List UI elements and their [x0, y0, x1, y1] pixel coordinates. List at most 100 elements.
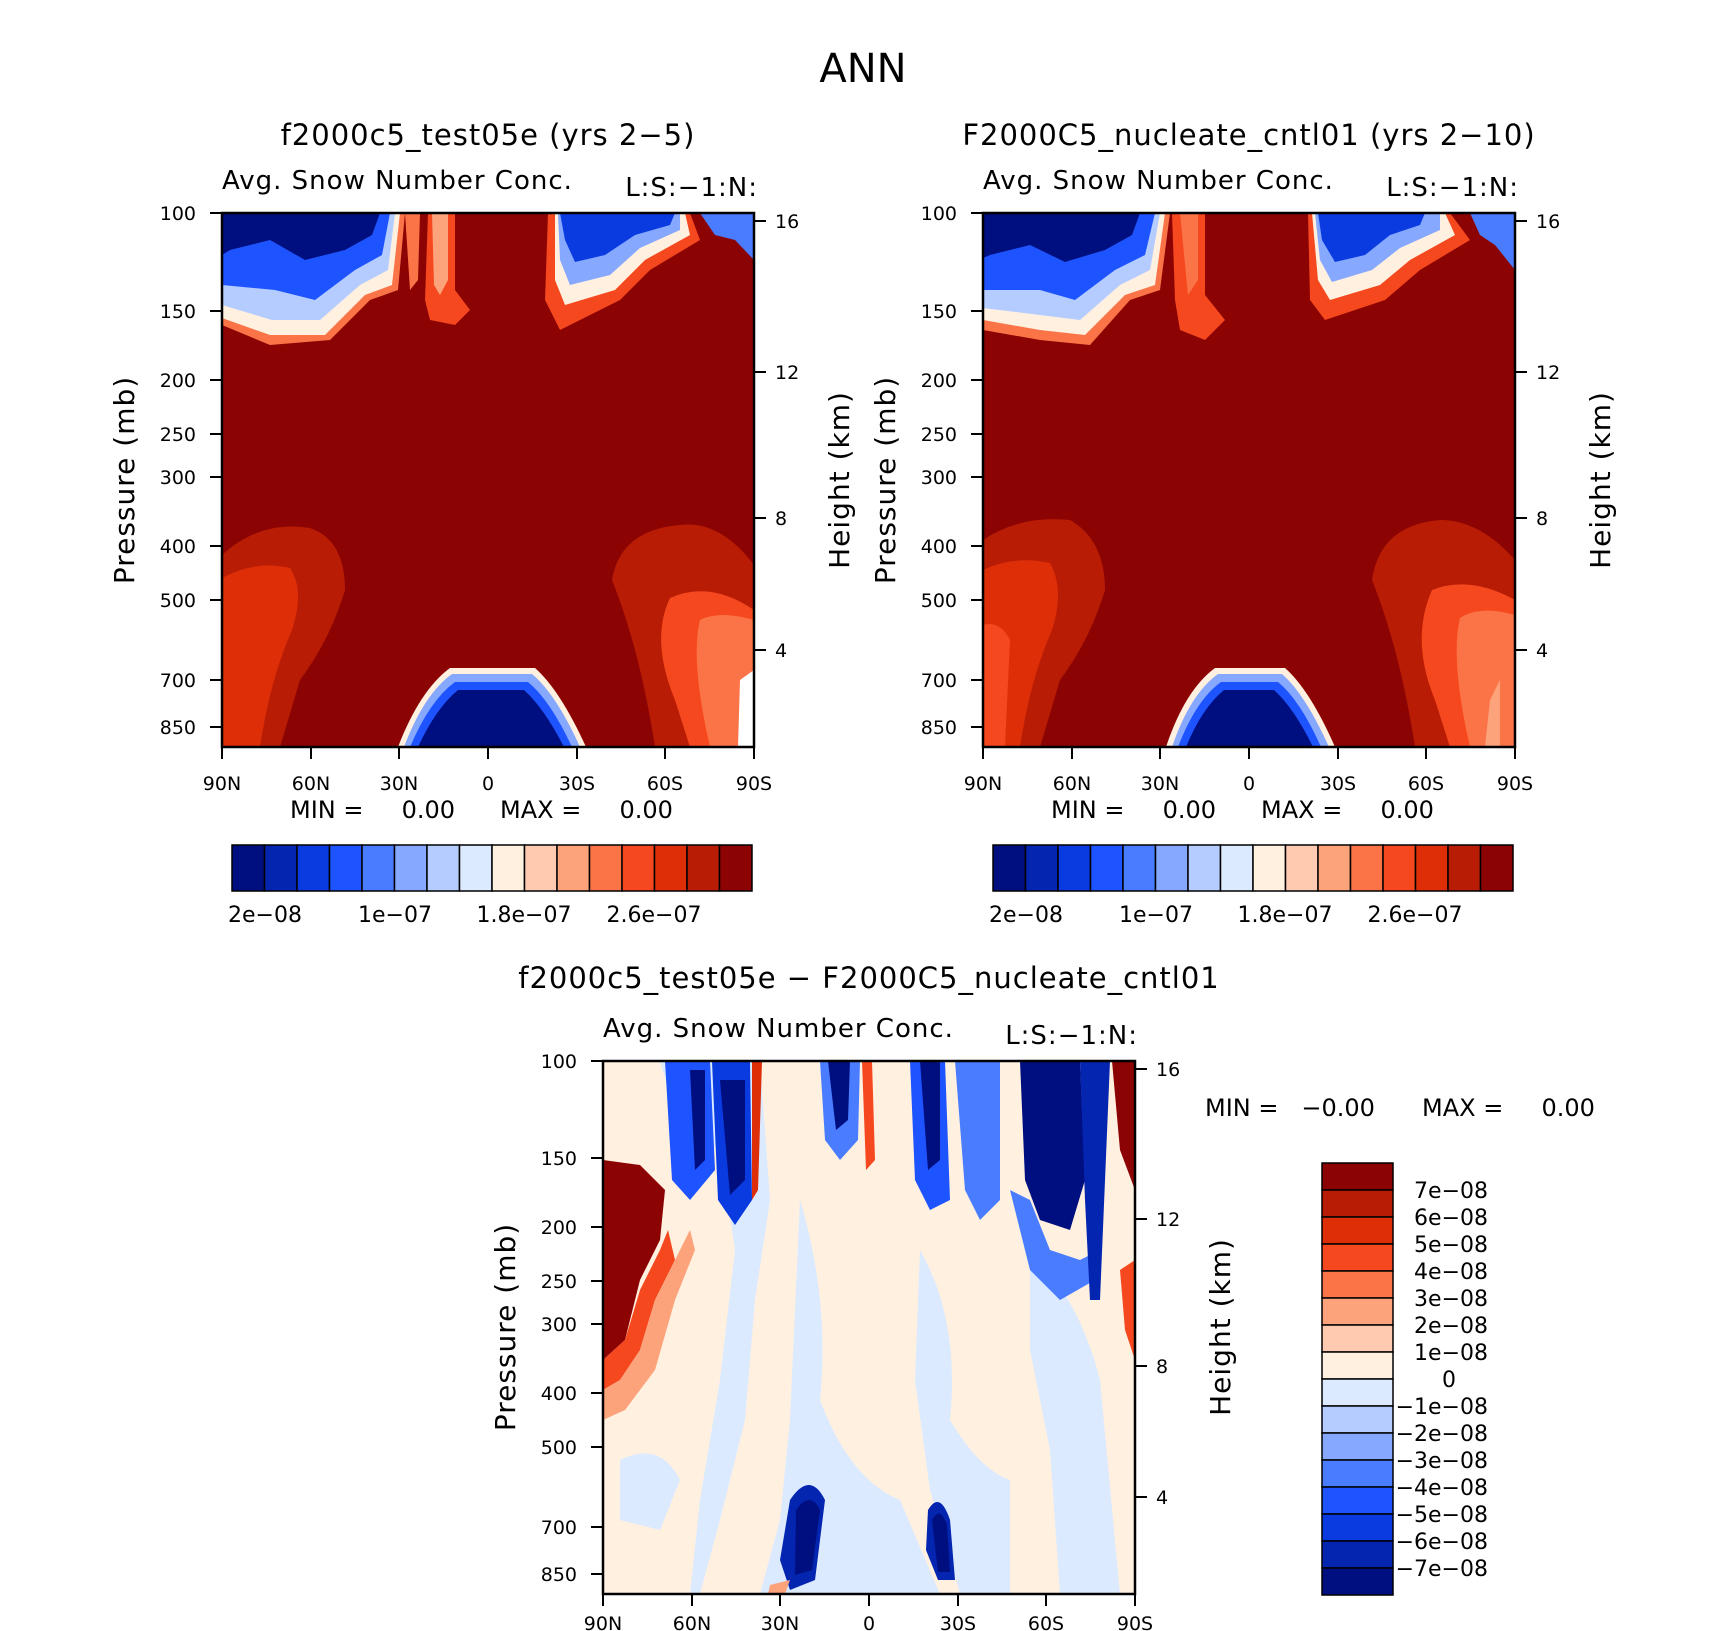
svg-text:90N: 90N	[964, 773, 1002, 795]
colorbar-label: 2e−08	[1414, 1314, 1488, 1339]
contour-upper-left-cell-a	[405, 213, 420, 290]
contour-tropical-lowlevel-core	[418, 690, 564, 747]
colorbar-label: 2e−08	[228, 903, 302, 928]
svg-text:250: 250	[921, 424, 957, 446]
contour-lowlevel-left-inner	[222, 565, 299, 747]
y2-tick: 8	[1135, 1356, 1168, 1378]
svg-text:8: 8	[1156, 1356, 1168, 1378]
y-tick: 500	[160, 590, 222, 612]
colorbar-swatch	[1057, 844, 1092, 892]
colorbar-labels: 2e−08 1e−07 1.8e−07 2.6e−07	[228, 903, 701, 928]
y-axis-label: Pressure (mb)	[869, 376, 902, 584]
svg-text:200: 200	[160, 370, 196, 392]
contour-pos-upper-left-edge	[603, 1230, 675, 1390]
colorbar-label: 3e−08	[1414, 1287, 1488, 1312]
x-ticks: 90N 60N 30N 0 30S 60S 90S	[964, 747, 1533, 795]
colorbar-swatch	[621, 844, 656, 892]
y-axis-label: Pressure (mb)	[108, 376, 141, 584]
contour-pos-lowlevel-dot	[768, 1580, 790, 1594]
x-tick: 60N	[292, 747, 330, 795]
colorbar-swatch	[1321, 1378, 1394, 1407]
svg-text:150: 150	[921, 301, 957, 323]
units-label: L:S:−1:N:	[625, 173, 758, 203]
colorbar-swatch	[1154, 844, 1189, 892]
contour-neg-upper-f	[1020, 1061, 1085, 1230]
colorbar-swatch	[992, 844, 1027, 892]
contour-tropical-lowlevel-core	[1186, 690, 1313, 747]
svg-text:0: 0	[482, 773, 494, 795]
x-tick: 30N	[761, 1594, 799, 1631]
svg-text:500: 500	[160, 590, 196, 612]
x-tick: 0	[482, 747, 494, 795]
colorbar-swatch	[296, 844, 331, 892]
svg-text:4: 4	[1156, 1487, 1168, 1509]
svg-text:200: 200	[541, 1217, 577, 1239]
units-label: L:S:−1:N:	[1386, 173, 1519, 203]
units-label: L:S:−1:N:	[1005, 1021, 1138, 1051]
colorbar-swatch	[1187, 844, 1222, 892]
svg-text:700: 700	[541, 1517, 577, 1539]
y-tick: 100	[541, 1051, 603, 1073]
colorbar-label: 7e−08	[1414, 1179, 1488, 1204]
y2-ticks: 16 12 8 4	[1515, 211, 1560, 662]
x-tick: 90N	[964, 747, 1002, 795]
colorbar-swatch	[1321, 1351, 1394, 1380]
svg-text:8: 8	[775, 508, 787, 530]
contour-neg-upper-b-core	[720, 1080, 745, 1195]
y-tick: 150	[160, 301, 222, 323]
colorbar-swatch	[1284, 844, 1319, 892]
svg-text:8: 8	[1536, 508, 1548, 530]
y2-tick: 8	[754, 508, 787, 530]
svg-text:30N: 30N	[1141, 773, 1179, 795]
svg-text:400: 400	[160, 536, 196, 558]
y-tick: 100	[921, 203, 983, 225]
contour-pos-upper-narrow	[752, 1061, 762, 1200]
svg-text:100: 100	[541, 1051, 577, 1073]
y2-axis-label: Height (km)	[1204, 1238, 1237, 1416]
svg-text:850: 850	[541, 1564, 577, 1586]
x-tick: 30N	[1141, 747, 1179, 795]
svg-text:850: 850	[921, 717, 957, 739]
contour-upper-right-core	[560, 213, 675, 262]
contour-pos-upper-left-fringe	[603, 1230, 695, 1420]
contour-lowlevel-right-edge	[1485, 680, 1500, 747]
y-tick: 850	[541, 1564, 603, 1586]
y-tick: 250	[921, 424, 983, 446]
colorbar-label: 5e−08	[1414, 1233, 1488, 1258]
svg-text:90S: 90S	[1117, 1613, 1153, 1631]
colorbar-swatch	[1321, 1324, 1394, 1353]
svg-text:60N: 60N	[292, 773, 330, 795]
colorbar-labels: 7e−08 6e−08 5e−08 4e−08 3e−08 2e−08 1e−0…	[1396, 1179, 1488, 1582]
svg-text:90S: 90S	[736, 773, 772, 795]
colorbar-label: 6e−08	[1414, 1206, 1488, 1231]
y-tick: 250	[160, 424, 222, 446]
contour-pos-lowlevel-right	[1120, 1260, 1135, 1360]
y2-axis-label: Height (km)	[823, 391, 856, 569]
svg-text:700: 700	[921, 670, 957, 692]
colorbar-swatch	[1321, 1486, 1394, 1515]
colorbar-swatch	[1321, 1513, 1394, 1542]
y-tick: 400	[160, 536, 222, 558]
colorbar-swatch	[361, 844, 396, 892]
y2-tick: 16	[1515, 211, 1560, 233]
contour-upper-right-core	[1318, 213, 1425, 262]
x-tick: 90N	[584, 1594, 622, 1631]
svg-text:30S: 30S	[1320, 773, 1356, 795]
colorbar-swatch	[1122, 844, 1157, 892]
svg-text:300: 300	[541, 1314, 577, 1336]
contour-neg-upper-c-core	[828, 1061, 850, 1130]
colorbar-swatch	[1321, 1162, 1394, 1191]
contour-lowlevel-right-core	[1456, 610, 1515, 747]
x-tick: 0	[1243, 747, 1255, 795]
svg-text:0: 0	[1243, 773, 1255, 795]
svg-text:700: 700	[160, 670, 196, 692]
y-tick: 400	[541, 1383, 603, 1405]
svg-text:12: 12	[775, 362, 799, 384]
svg-text:100: 100	[921, 203, 957, 225]
figure-title: ANN	[819, 46, 906, 92]
svg-text:500: 500	[921, 590, 957, 612]
y-ticks: 100 150 200 250 300 400 500 700 850	[541, 1051, 603, 1586]
contour-field	[222, 213, 754, 747]
contour-upper-left-core	[983, 213, 1140, 262]
svg-text:4: 4	[1536, 640, 1548, 662]
